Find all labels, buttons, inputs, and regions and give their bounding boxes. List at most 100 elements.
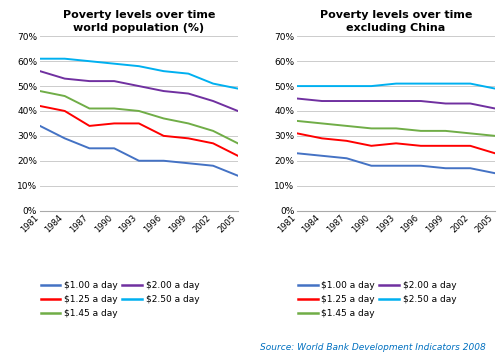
$1.00 a day: [418, 164, 424, 168]
$1.00 a day: [368, 164, 374, 168]
$2.50 a day: [136, 64, 142, 68]
$1.00 a day: [136, 159, 142, 163]
$2.00 a day: [344, 99, 349, 103]
$1.25 a day: [86, 124, 92, 128]
$1.45 a day: [62, 94, 68, 98]
Line: $1.25 a day: $1.25 a day: [40, 106, 238, 156]
$2.00 a day: [37, 69, 43, 73]
$1.45 a day: [468, 131, 473, 135]
$2.50 a day: [393, 81, 399, 86]
$2.00 a day: [492, 106, 498, 111]
$1.00 a day: [393, 164, 399, 168]
$2.00 a day: [186, 91, 192, 96]
$2.50 a day: [344, 84, 349, 88]
Line: $1.25 a day: $1.25 a day: [297, 133, 495, 153]
$2.50 a day: [492, 86, 498, 91]
$1.00 a day: [344, 156, 349, 160]
Line: $2.50 a day: $2.50 a day: [297, 83, 495, 89]
$2.00 a day: [111, 79, 117, 83]
$2.50 a day: [86, 59, 92, 64]
$1.45 a day: [344, 124, 349, 128]
$1.00 a day: [468, 166, 473, 170]
$1.25 a day: [319, 136, 325, 140]
$2.00 a day: [319, 99, 325, 103]
$2.00 a day: [210, 99, 216, 103]
$2.00 a day: [62, 77, 68, 81]
$1.25 a day: [235, 154, 241, 158]
$2.00 a day: [86, 79, 92, 83]
$2.50 a day: [186, 72, 192, 76]
$1.45 a day: [294, 119, 300, 123]
$2.00 a day: [235, 109, 241, 113]
Legend: $1.00 a day, $1.25 a day, $1.45 a day, $2.00 a day, $2.50 a day: $1.00 a day, $1.25 a day, $1.45 a day, $…: [40, 281, 200, 318]
$2.50 a day: [294, 84, 300, 88]
$1.45 a day: [442, 129, 448, 133]
Line: $2.00 a day: $2.00 a day: [40, 71, 238, 111]
$2.00 a day: [468, 101, 473, 106]
$1.00 a day: [186, 161, 192, 166]
$2.50 a day: [210, 81, 216, 86]
$1.25 a day: [62, 109, 68, 113]
$1.45 a day: [86, 106, 92, 111]
$1.00 a day: [235, 174, 241, 178]
$1.25 a day: [136, 121, 142, 126]
Line: $1.00 a day: $1.00 a day: [297, 153, 495, 173]
$1.00 a day: [319, 154, 325, 158]
$1.25 a day: [368, 144, 374, 148]
$1.25 a day: [393, 141, 399, 146]
$1.45 a day: [210, 129, 216, 133]
$1.00 a day: [210, 164, 216, 168]
$1.25 a day: [160, 134, 166, 138]
$1.45 a day: [492, 134, 498, 138]
$2.50 a day: [62, 57, 68, 61]
Title: Poverty levels over time
world population (%): Poverty levels over time world populatio…: [62, 10, 215, 33]
$1.45 a day: [393, 126, 399, 131]
Line: $2.50 a day: $2.50 a day: [40, 59, 238, 89]
Legend: $1.00 a day, $1.25 a day, $1.45 a day, $2.00 a day, $2.50 a day: $1.00 a day, $1.25 a day, $1.45 a day, $…: [298, 281, 456, 318]
$1.45 a day: [160, 116, 166, 121]
$1.45 a day: [235, 141, 241, 146]
$2.00 a day: [442, 101, 448, 106]
$1.45 a day: [319, 121, 325, 126]
$2.00 a day: [294, 96, 300, 101]
$2.00 a day: [418, 99, 424, 103]
$1.00 a day: [492, 171, 498, 175]
$1.45 a day: [111, 106, 117, 111]
$1.45 a day: [136, 109, 142, 113]
$1.25 a day: [344, 139, 349, 143]
$2.50 a day: [111, 61, 117, 66]
$2.50 a day: [418, 81, 424, 86]
$2.00 a day: [160, 89, 166, 93]
Line: $1.45 a day: $1.45 a day: [297, 121, 495, 136]
$1.45 a day: [418, 129, 424, 133]
Line: $2.00 a day: $2.00 a day: [297, 98, 495, 109]
$1.25 a day: [186, 136, 192, 140]
$1.00 a day: [62, 136, 68, 140]
$2.00 a day: [393, 99, 399, 103]
$2.50 a day: [319, 84, 325, 88]
$2.00 a day: [368, 99, 374, 103]
$1.45 a day: [186, 121, 192, 126]
$2.00 a day: [136, 84, 142, 88]
Line: $1.45 a day: $1.45 a day: [40, 91, 238, 143]
$2.50 a day: [235, 86, 241, 91]
$1.45 a day: [368, 126, 374, 131]
Title: Poverty levels over time
excluding China: Poverty levels over time excluding China: [320, 10, 472, 33]
Text: Source: World Bank Development Indicators 2008: Source: World Bank Development Indicator…: [260, 343, 486, 352]
Line: $1.00 a day: $1.00 a day: [40, 126, 238, 176]
$1.25 a day: [294, 131, 300, 135]
$1.25 a day: [210, 141, 216, 146]
$2.50 a day: [368, 84, 374, 88]
$1.25 a day: [468, 144, 473, 148]
$1.45 a day: [37, 89, 43, 93]
$1.00 a day: [294, 151, 300, 155]
$2.50 a day: [468, 81, 473, 86]
$2.50 a day: [442, 81, 448, 86]
$1.00 a day: [37, 124, 43, 128]
$2.50 a day: [37, 57, 43, 61]
$1.00 a day: [160, 159, 166, 163]
$1.00 a day: [442, 166, 448, 170]
$1.25 a day: [492, 151, 498, 155]
$1.25 a day: [37, 104, 43, 108]
$1.25 a day: [111, 121, 117, 126]
